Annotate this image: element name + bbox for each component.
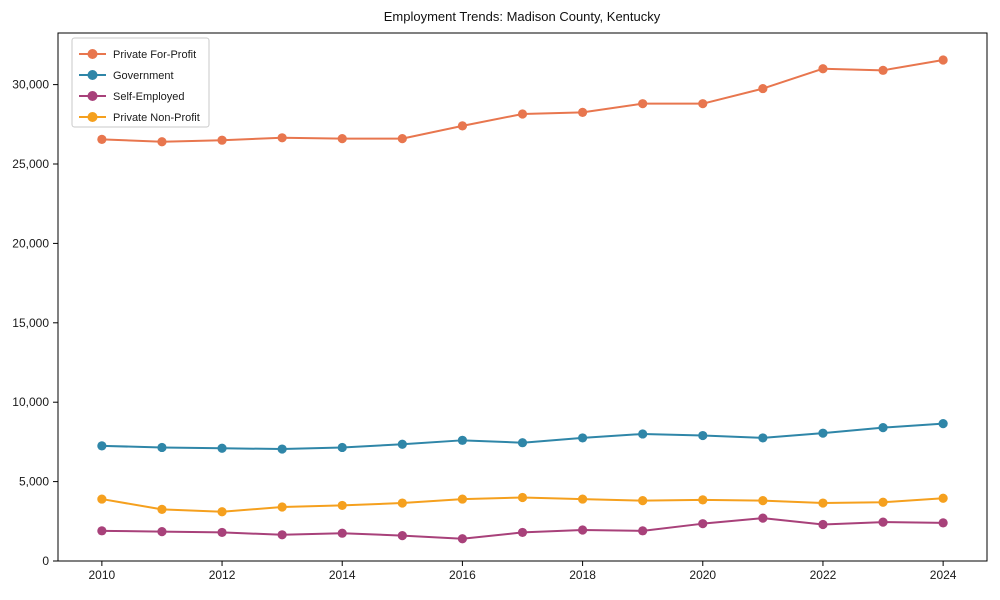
data-point-private-for-profit xyxy=(157,137,167,147)
data-point-government xyxy=(337,442,347,453)
data-point-private-non-profit xyxy=(638,496,648,506)
data-point-private-non-profit xyxy=(577,494,588,504)
series-line-private-for-profit xyxy=(100,58,945,143)
data-point-self-employed xyxy=(517,527,528,538)
y-tick-label: 10,000 xyxy=(12,395,49,409)
data-point-government xyxy=(457,435,468,445)
data-point-self-employed xyxy=(397,530,407,541)
data-point-self-employed xyxy=(157,527,167,537)
data-point-self-employed xyxy=(277,530,287,540)
data-point-self-employed xyxy=(97,526,107,536)
y-tick-label: 0 xyxy=(42,554,49,568)
data-point-self-employed xyxy=(818,519,828,530)
data-point-government xyxy=(577,433,588,443)
data-point-private-non-profit xyxy=(277,502,287,512)
data-point-private-for-profit xyxy=(277,133,287,143)
data-point-government xyxy=(758,433,768,443)
data-point-private-non-profit xyxy=(758,496,768,506)
data-point-private-for-profit xyxy=(337,134,347,144)
x-tick-label: 2024 xyxy=(930,568,957,582)
legend-marker xyxy=(87,112,98,122)
y-tick-label: 25,000 xyxy=(12,157,49,171)
y-tick-label: 5,000 xyxy=(19,475,49,489)
data-point-government xyxy=(397,439,407,449)
data-point-private-non-profit xyxy=(97,494,107,504)
x-tick-label: 2014 xyxy=(329,568,356,582)
x-tick-label: 2020 xyxy=(689,568,716,582)
data-point-private-for-profit xyxy=(577,107,588,117)
data-point-private-for-profit xyxy=(818,64,828,74)
data-point-private-non-profit xyxy=(337,500,347,511)
data-point-private-for-profit xyxy=(217,135,227,145)
data-point-private-non-profit xyxy=(698,495,708,505)
data-point-government xyxy=(638,429,648,439)
data-point-private-non-profit xyxy=(157,504,167,514)
data-point-private-for-profit xyxy=(698,99,708,109)
legend-label: Private For-Profit xyxy=(113,49,196,61)
y-tick-label: 15,000 xyxy=(12,316,49,330)
y-tick-label: 20,000 xyxy=(12,236,49,250)
data-point-private-for-profit xyxy=(758,83,768,94)
chart-title: Employment Trends: Madison County, Kentu… xyxy=(384,9,661,24)
x-tick-label: 2012 xyxy=(209,568,236,582)
data-point-private-for-profit xyxy=(97,134,107,144)
data-point-private-non-profit xyxy=(938,493,948,503)
data-point-self-employed xyxy=(698,519,708,529)
data-point-government xyxy=(818,428,828,438)
data-point-government xyxy=(97,441,107,451)
x-tick-label: 2010 xyxy=(89,568,116,582)
data-point-self-employed xyxy=(457,534,468,544)
plot-root: 2010 2012 2014 2016 2018 2020 2022 2024 0 5,000 10… xyxy=(12,32,988,582)
data-point-government xyxy=(217,443,227,453)
legend-marker xyxy=(87,70,98,80)
data-point-private-non-profit xyxy=(818,498,828,508)
data-point-self-employed xyxy=(337,528,347,538)
legend-marker xyxy=(87,91,98,101)
data-point-private-non-profit xyxy=(397,498,407,508)
data-point-self-employed xyxy=(878,517,888,527)
data-point-private-for-profit xyxy=(938,55,948,65)
legend-marker xyxy=(87,49,98,59)
data-point-private-non-profit xyxy=(517,492,528,503)
data-point-private-for-profit xyxy=(878,65,888,75)
data-point-government xyxy=(878,423,888,433)
data-point-private-for-profit xyxy=(638,99,648,109)
data-point-government xyxy=(517,438,528,448)
data-point-self-employed xyxy=(758,513,768,523)
plot-frame xyxy=(57,32,988,562)
x-tick-label: 2016 xyxy=(449,568,476,582)
data-point-self-employed xyxy=(577,525,588,535)
data-point-government xyxy=(277,444,287,454)
legend-label: Private Non-Profit xyxy=(113,112,200,124)
x-tick-label: 2022 xyxy=(810,568,837,582)
data-point-government xyxy=(157,442,167,453)
data-point-self-employed xyxy=(638,526,648,536)
data-point-self-employed xyxy=(938,518,948,528)
legend-label: Government xyxy=(113,70,174,82)
data-point-private-for-profit xyxy=(457,121,468,131)
x-tick-label: 2018 xyxy=(569,568,596,582)
data-point-private-for-profit xyxy=(397,134,407,144)
data-point-private-non-profit xyxy=(457,494,468,504)
data-point-government xyxy=(698,430,708,441)
data-point-private-for-profit xyxy=(517,109,528,119)
data-point-self-employed xyxy=(217,527,227,538)
data-point-private-non-profit xyxy=(878,497,888,507)
legend-label: Self-Employed xyxy=(113,91,185,103)
legend: Private For-Profit Government Self-Employe… xyxy=(71,37,210,128)
y-tick-label: 30,000 xyxy=(12,78,49,92)
legend-box xyxy=(71,37,210,128)
data-point-government xyxy=(938,419,948,429)
data-point-private-non-profit xyxy=(217,507,227,517)
